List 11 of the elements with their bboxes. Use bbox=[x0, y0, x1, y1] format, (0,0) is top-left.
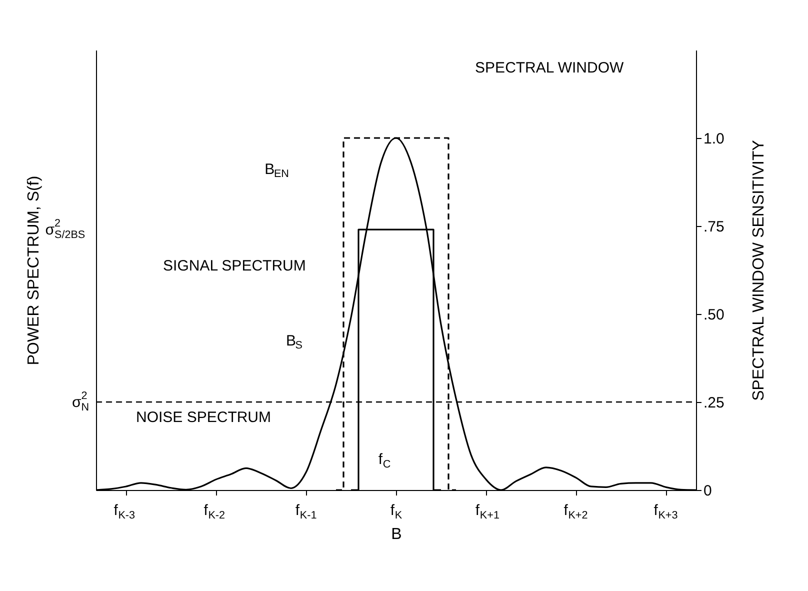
y2-tick-label: .75 bbox=[704, 218, 724, 236]
x-axis-title: B bbox=[391, 526, 402, 543]
y2-axis-title: SPECTRAL WINDOW SENSITIVITY bbox=[750, 140, 768, 401]
y-axis-title: POWER SPECTRUM, S(f) bbox=[26, 176, 42, 366]
annotation: SIGNAL SPECTRUM bbox=[163, 258, 306, 275]
y2-tick-label: 1.0 bbox=[704, 130, 724, 148]
ref-line-label: NOISE SPECTRUM bbox=[136, 409, 272, 426]
y2-tick-label: .50 bbox=[704, 306, 724, 324]
y2-tick-label: 0 bbox=[704, 482, 712, 500]
y2-tick-label: .25 bbox=[704, 394, 724, 412]
annotation: SPECTRAL WINDOW bbox=[475, 60, 625, 77]
